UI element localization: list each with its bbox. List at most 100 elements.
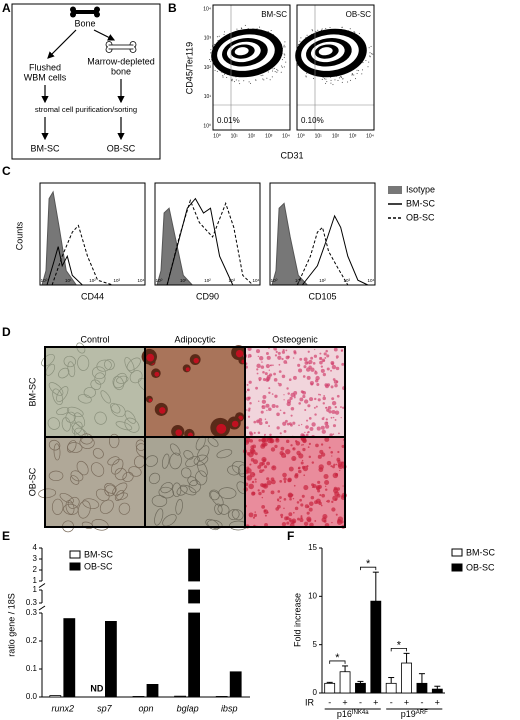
- mineral-stain: [261, 405, 266, 410]
- cell: [52, 388, 64, 406]
- cell: [73, 412, 86, 428]
- plot-frame: [212, 4, 291, 131]
- cell: [59, 492, 74, 504]
- mineral-stain: [310, 382, 314, 386]
- obsc-histogram: [296, 226, 349, 286]
- micrograph-bg: [245, 437, 345, 527]
- mineral-stain: [280, 513, 284, 517]
- lipid-core: [216, 423, 227, 434]
- cell: [38, 488, 57, 499]
- x-tick-label: ibsp: [221, 703, 238, 713]
- mineral-stain: [307, 446, 310, 448]
- axis-label: CD90: [196, 291, 219, 301]
- event-dot: [367, 66, 369, 68]
- cell: [69, 475, 80, 485]
- mineral-stain: [335, 472, 338, 475]
- mineral-stain: [285, 349, 288, 352]
- event-dot: [210, 52, 212, 54]
- mineral-stain: [340, 417, 342, 419]
- event-dot: [209, 59, 211, 61]
- mineral-stain: [292, 357, 295, 359]
- mineral-stain: [311, 422, 316, 427]
- mineral-stain: [264, 434, 266, 437]
- cell: [169, 452, 182, 470]
- mineral-stain: [315, 485, 321, 490]
- mineral-stain: [246, 409, 248, 411]
- event-dot: [283, 53, 285, 55]
- mineral-stain: [331, 364, 337, 370]
- mineral-stain: [279, 479, 283, 483]
- mineral-stain: [297, 363, 301, 367]
- mineral-stain: [303, 391, 305, 393]
- event-dot: [368, 47, 370, 49]
- x-tick-label: 10²: [319, 278, 326, 283]
- cell: [118, 502, 131, 515]
- axis-label: Fold increase: [292, 593, 302, 647]
- mineral-stain: [314, 520, 317, 522]
- cell: [58, 367, 70, 379]
- mineral-stain: [270, 490, 275, 495]
- flow-plot: OB-SC 0.10% 10⁰ 10¹ 10² 10³ 10⁴: [295, 4, 375, 139]
- mineral-stain: [277, 504, 281, 509]
- mineral-stain: [286, 387, 289, 390]
- event-dot: [306, 72, 308, 74]
- event-dot: [300, 37, 302, 39]
- y-tick-label: 4: [33, 543, 38, 552]
- x-tick-label: +: [342, 697, 347, 707]
- axis-label: CD45/Ter119: [184, 42, 194, 94]
- mineral-stain: [324, 357, 327, 359]
- mineral-stain: [315, 405, 318, 408]
- event-dot: [332, 84, 334, 86]
- mineral-stain: [306, 516, 312, 522]
- mineral-stain: [283, 477, 287, 481]
- mineral-stain: [249, 402, 252, 405]
- cell: [124, 357, 135, 374]
- event-dot: [284, 41, 286, 43]
- cell: [99, 499, 114, 514]
- event-dot: [224, 73, 226, 75]
- mineral-stain: [332, 424, 337, 428]
- mineral-stain: [306, 419, 309, 422]
- lipid-core: [238, 415, 243, 421]
- mineral-stain: [248, 380, 252, 384]
- bar: [370, 600, 382, 694]
- lipid-core: [175, 429, 183, 436]
- lipid-core: [146, 353, 155, 362]
- mineral-stain: [253, 420, 257, 424]
- cell: [183, 450, 194, 460]
- micrograph: [145, 435, 248, 531]
- mineral-stain: [300, 503, 304, 507]
- cell: [175, 499, 183, 515]
- mineral-stain: [267, 437, 273, 444]
- x-tick-label: 10²: [248, 133, 256, 139]
- event-dot: [283, 44, 285, 46]
- cell: [227, 465, 241, 476]
- y-tick-label: 15: [308, 543, 317, 552]
- group-label: p19ARF: [401, 709, 428, 719]
- mineral-stain: [285, 419, 288, 423]
- cell: [181, 467, 192, 479]
- mineral-stain: [314, 397, 317, 401]
- mineral-stain: [336, 493, 341, 498]
- event-dot: [361, 73, 363, 75]
- mineral-stain: [320, 504, 323, 507]
- mineral-stain: [317, 480, 321, 484]
- mineral-stain: [312, 362, 316, 365]
- mineral-stain: [325, 418, 328, 421]
- cell: [231, 509, 244, 521]
- mineral-stain: [249, 432, 254, 436]
- x-tick-label: 10⁰: [271, 278, 278, 283]
- mineral-stain: [336, 357, 338, 359]
- cell: [161, 453, 170, 469]
- cell: [207, 437, 219, 447]
- mineral-stain: [302, 444, 304, 446]
- mineral-stain: [265, 403, 270, 408]
- mineral-stain: [268, 407, 272, 412]
- event-dot: [262, 74, 264, 76]
- mineral-stain: [253, 431, 256, 434]
- cell: [90, 462, 105, 477]
- mineral-stain: [330, 369, 332, 372]
- mineral-stain: [308, 442, 311, 445]
- cell: [194, 470, 208, 486]
